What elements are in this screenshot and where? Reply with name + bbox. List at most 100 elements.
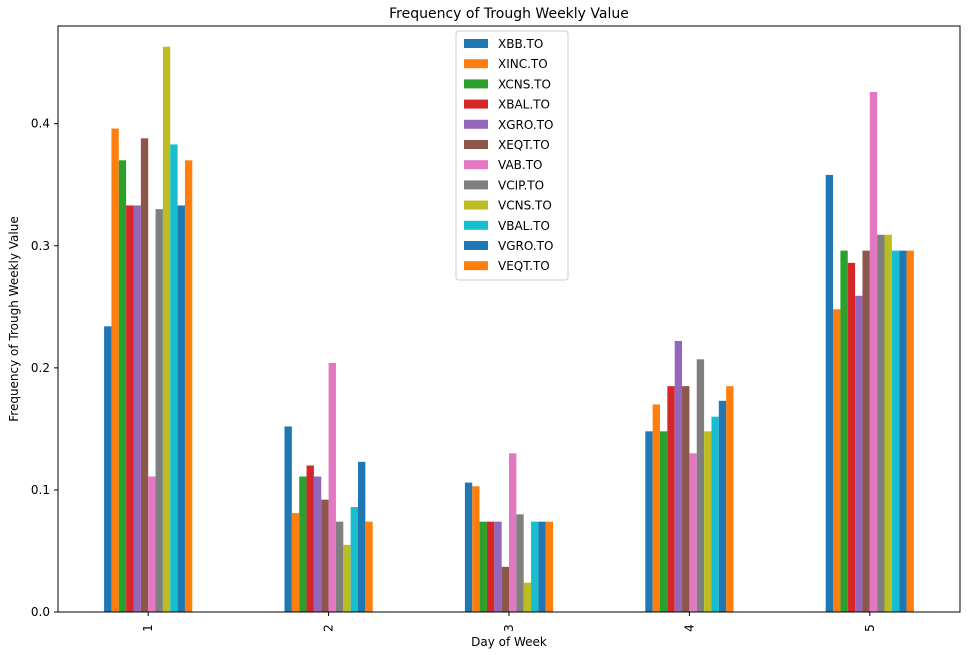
bar-vbal-to-day-5 xyxy=(891,250,900,612)
legend-label-vcns-to: VCNS.TO xyxy=(498,199,552,213)
x-tick-label: 3 xyxy=(502,624,516,632)
bar-xbb-to-day-3 xyxy=(464,482,473,612)
bar-xeqt-to-day-3 xyxy=(501,566,509,612)
bar-veqt-to-day-2 xyxy=(365,521,373,612)
legend-label-vbal-to: VBAL.TO xyxy=(498,219,550,233)
y-tick-label: 0.1 xyxy=(31,483,50,497)
bar-vcip-to-day-5 xyxy=(877,234,885,612)
legend-swatch-xbal-to xyxy=(464,99,488,109)
bar-vgro-to-day-5 xyxy=(899,250,907,612)
legend-box xyxy=(455,30,569,281)
legend-swatch-xgro-to xyxy=(464,119,488,129)
bar-vbal-to-day-3 xyxy=(531,521,539,612)
legend-swatch-xeqt-to xyxy=(464,140,488,149)
legend-label-xbb-to: XBB.TO xyxy=(498,37,543,51)
bar-veqt-to-day-4 xyxy=(726,386,734,612)
bar-vcip-to-day-2 xyxy=(335,521,344,612)
bar-vcip-to-day-4 xyxy=(696,359,705,612)
bar-xgro-to-day-3 xyxy=(494,521,502,612)
bar-xinc-to-day-2 xyxy=(291,513,300,612)
bars-group xyxy=(104,46,914,613)
x-axis-label: Day of Week xyxy=(471,635,547,649)
legend: XBB.TO XINC.TO XCNS.TO XBAL.TO XGRO.TO XEQT.T… xyxy=(455,30,569,281)
bar-xbal-to-day-3 xyxy=(486,521,495,612)
legend-label-vab-to: VAB.TO xyxy=(498,158,542,172)
bar-xcns-to-day-3 xyxy=(479,521,487,612)
bar-xbal-to-day-4 xyxy=(667,386,675,612)
bar-xbal-to-day-1 xyxy=(126,205,134,612)
bar-vgro-to-day-3 xyxy=(538,521,546,612)
bar-vbal-to-day-1 xyxy=(170,144,178,613)
bar-xgro-to-day-4 xyxy=(674,340,683,612)
bar-xbal-to-day-2 xyxy=(306,465,314,612)
bar-vcns-to-day-2 xyxy=(343,544,351,612)
bar-veqt-to-day-3 xyxy=(545,521,554,612)
legend-swatch-vcip-to xyxy=(464,180,488,190)
legend-swatch-xbb-to xyxy=(464,39,488,48)
legend-label-xcns-to: XCNS.TO xyxy=(498,77,551,91)
bar-vab-to-day-1 xyxy=(148,476,156,612)
legend-swatch-xcns-to xyxy=(464,79,488,89)
bar-xbal-to-day-5 xyxy=(847,262,856,612)
bar-vcns-to-day-5 xyxy=(884,234,892,612)
legend-swatch-vbal-to xyxy=(464,220,488,230)
legend-label-vgro-to: VGRO.TO xyxy=(498,239,553,253)
bar-xgro-to-day-5 xyxy=(855,295,863,612)
bar-xbb-to-day-2 xyxy=(284,426,292,612)
legend-swatch-xinc-to xyxy=(464,59,488,69)
legend-label-xeqt-to: XEQT.TO xyxy=(498,138,550,152)
y-axis: 0.0 0.1 0.2 0.3 0.4 xyxy=(31,117,58,619)
chart-title: Frequency of Trough Weekly Value xyxy=(389,6,629,22)
legend-swatch-vgro-to xyxy=(464,241,488,250)
bar-veqt-to-day-5 xyxy=(906,250,914,612)
legend-label-xgro-to: XGRO.TO xyxy=(498,118,553,132)
legend-swatch-vab-to xyxy=(464,160,488,170)
y-tick-label: 0.0 xyxy=(31,605,50,619)
bar-vab-to-day-3 xyxy=(509,453,517,612)
legend-label-xinc-to: XINC.TO xyxy=(498,57,548,71)
bar-vcns-to-day-3 xyxy=(523,582,532,612)
bar-vcns-to-day-1 xyxy=(162,46,171,612)
bar-vab-to-day-2 xyxy=(328,362,336,612)
bar-xeqt-to-day-5 xyxy=(862,250,870,612)
bar-vgro-to-day-4 xyxy=(718,400,727,612)
bar-xbb-to-day-5 xyxy=(825,174,834,612)
bar-vcns-to-day-4 xyxy=(704,431,712,612)
bar-xinc-to-day-3 xyxy=(472,486,480,612)
bar-xgro-to-day-1 xyxy=(133,205,141,612)
y-tick-label: 0.3 xyxy=(31,239,50,253)
legend-label-vcip-to: VCIP.TO xyxy=(498,178,544,192)
x-axis: 1 2 3 4 5 xyxy=(141,612,877,632)
bar-xeqt-to-day-2 xyxy=(321,499,329,612)
y-axis-label: Frequency of Trough Weekly Value xyxy=(7,216,21,422)
bar-xinc-to-day-4 xyxy=(652,404,660,612)
x-tick-label: 5 xyxy=(863,624,877,632)
bar-xeqt-to-day-1 xyxy=(140,138,149,612)
bar-xcns-to-day-5 xyxy=(840,250,848,612)
bar-vcip-to-day-1 xyxy=(155,209,163,612)
bar-vab-to-day-5 xyxy=(869,91,878,613)
bar-xbb-to-day-1 xyxy=(104,326,112,612)
bar-vbal-to-day-2 xyxy=(350,507,358,612)
y-tick-label: 0.4 xyxy=(31,117,50,131)
bar-xcns-to-day-4 xyxy=(660,431,668,612)
x-tick-label: 4 xyxy=(682,624,696,632)
bar-xinc-to-day-5 xyxy=(833,309,841,612)
bar-veqt-to-day-1 xyxy=(184,160,193,613)
bar-vab-to-day-4 xyxy=(689,453,697,612)
legend-swatch-veqt-to xyxy=(464,261,488,271)
legend-label-veqt-to: VEQT.TO xyxy=(498,259,550,273)
bar-xgro-to-day-2 xyxy=(313,476,322,612)
bar-xbb-to-day-4 xyxy=(645,431,653,612)
bar-vgro-to-day-1 xyxy=(177,205,185,612)
bar-xeqt-to-day-4 xyxy=(682,386,690,612)
bar-xcns-to-day-1 xyxy=(118,160,127,613)
legend-label-xbal-to: XBAL.TO xyxy=(498,98,550,112)
x-tick-label: 1 xyxy=(141,624,155,632)
bar-xcns-to-day-2 xyxy=(299,476,307,612)
bar-vbal-to-day-4 xyxy=(711,416,719,612)
x-tick-label: 2 xyxy=(322,624,336,632)
bar-vcip-to-day-3 xyxy=(516,514,524,612)
y-tick-label: 0.2 xyxy=(31,361,50,375)
